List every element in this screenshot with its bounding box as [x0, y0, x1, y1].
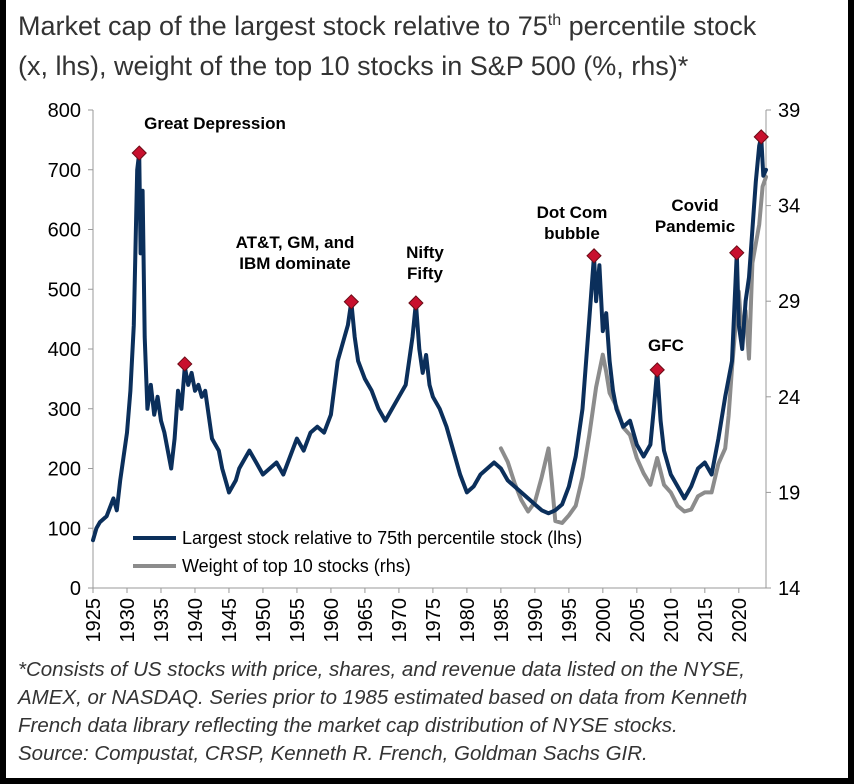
y-left-tick-label: 100 [48, 518, 81, 540]
footnote-line4: Source: Compustat, CRSP, Kenneth R. Fren… [18, 742, 648, 765]
footnote-line2: AMEX, or NASDAQ. Series prior to 1985 es… [18, 686, 748, 709]
marker-layer [131, 129, 769, 378]
x-tick-label: 2015 [695, 598, 717, 643]
annotation-label: GFC [648, 336, 684, 355]
x-tick-label: 2010 [661, 598, 683, 643]
footnote: *Consists of US stocks with price, share… [18, 656, 844, 768]
x-tick-label: 1990 [525, 598, 547, 643]
annotation-label: Fifty [407, 264, 443, 283]
footnote-line1: *Consists of US stocks with price, share… [18, 658, 745, 681]
peak-marker [408, 295, 424, 311]
legend-label: Largest stock relative to 75th percentil… [182, 528, 582, 548]
x-tick-label: 1935 [151, 598, 173, 643]
annotation-label: Pandemic [655, 217, 735, 236]
y-left-tick-label: 0 [70, 578, 81, 600]
y-right-tick-label: 19 [778, 482, 800, 504]
title-line1-prefix: Market cap of the largest stock relative… [18, 11, 548, 41]
peak-marker [649, 362, 665, 378]
annotation-label: bubble [544, 224, 600, 243]
y-right-tick-label: 14 [778, 578, 800, 600]
annotation-label: Covid [671, 196, 718, 215]
annotation-layer: Great Depression AT&T, GM, and IBM dominat… [144, 114, 735, 355]
x-tick-label: 1985 [491, 598, 513, 643]
y-left-tick-label: 800 [48, 100, 81, 122]
x-tick-label: 1940 [185, 598, 207, 643]
y-left-tick-label: 400 [48, 339, 81, 361]
title-superscript: th [547, 12, 562, 29]
peak-marker [729, 245, 745, 261]
annotation-label: AT&T, GM, and [236, 233, 355, 252]
y-left-tick-label: 500 [48, 279, 81, 301]
title-line2: (x, lhs), weight of the top 10 stocks in… [18, 51, 689, 81]
title-line1-suffix: percentile stock [561, 11, 757, 41]
y-right-tick-label: 34 [778, 196, 800, 218]
x-tick-label: 2005 [627, 598, 649, 643]
y-left-tick-label: 200 [48, 459, 81, 481]
y-right-tick-label: 39 [778, 100, 800, 122]
annotation-label: IBM dominate [239, 254, 350, 273]
x-tick-label: 1995 [559, 598, 581, 643]
legend-label: Weight of top 10 stocks (rhs) [182, 556, 411, 576]
annotation-label: Nifty [406, 243, 444, 262]
y-left-tick-label: 300 [48, 399, 81, 421]
annotation-label: Dot Com [537, 203, 608, 222]
legend: Largest stock relative to 75th percentil… [133, 528, 582, 576]
annotation-label: Great Depression [144, 114, 286, 133]
chart-panel: Market cap of the largest stock relative… [6, 0, 848, 778]
line-chart: 0 100 200 300 400 500 600 700 800 14 19 24 29 34 39 192… [48, 100, 801, 643]
y-right-tick-label: 24 [778, 387, 800, 409]
x-tick-label: 1975 [423, 598, 445, 643]
y-left-tick-label: 600 [48, 220, 81, 242]
y-right-tick-label: 29 [778, 291, 800, 313]
axes: 0 100 200 300 400 500 600 700 800 14 19 24 29 34 39 192… [48, 100, 801, 643]
peak-marker [586, 248, 602, 264]
peak-marker [131, 145, 147, 161]
peak-marker [177, 356, 193, 372]
x-tick-label: 1945 [219, 598, 241, 643]
x-tick-label: 1955 [287, 598, 309, 643]
chart-title: Market cap of the largest stock relative… [18, 6, 848, 86]
x-tick-label: 1930 [117, 598, 139, 643]
x-tick-label: 1960 [321, 598, 343, 643]
x-tick-label: 2020 [729, 598, 751, 643]
x-tick-label: 1925 [83, 598, 105, 643]
peak-marker [753, 129, 769, 145]
y-left-tick-label: 700 [48, 160, 81, 182]
x-tick-label: 1970 [389, 598, 411, 643]
x-tick-label: 1950 [253, 598, 275, 643]
peak-marker [343, 294, 360, 310]
x-tick-label: 1965 [355, 598, 377, 643]
x-tick-label: 2000 [593, 598, 615, 643]
footnote-line3: French data library reflecting the marke… [18, 714, 678, 737]
x-tick-label: 1980 [457, 598, 479, 643]
